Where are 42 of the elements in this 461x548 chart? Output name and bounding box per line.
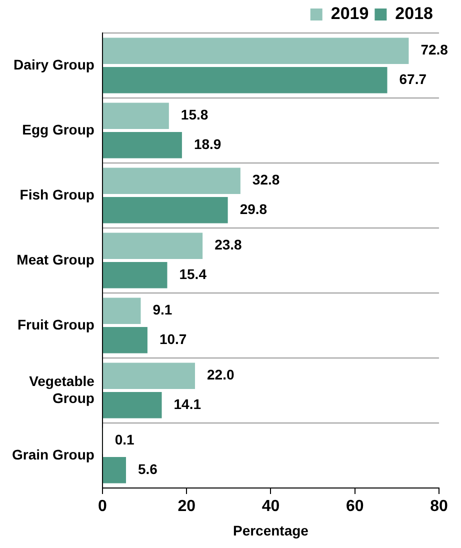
bar: [102, 392, 162, 418]
y-tick-label: Fruit Group: [17, 316, 94, 332]
x-tick-label: 20: [178, 498, 196, 516]
data-label: 15.4: [179, 266, 207, 282]
data-label: 10.7: [159, 330, 187, 347]
bar: [102, 298, 141, 324]
bar: [102, 262, 168, 288]
data-label: 15.8: [180, 106, 208, 123]
bar: [102, 362, 195, 390]
bar: [102, 66, 388, 94]
data-label: 5.6: [138, 460, 158, 477]
data-label: 14.1: [174, 396, 202, 412]
data-label: 32.8: [252, 172, 280, 188]
data-label: 29.8: [240, 200, 268, 217]
y-tick-label: Egg Group: [22, 121, 94, 138]
data-label: 18.9: [194, 136, 222, 152]
x-tick-label: 80: [430, 498, 448, 516]
bar: [102, 102, 169, 130]
data-label: 67.7: [399, 70, 427, 87]
data-label: 23.8: [214, 236, 242, 253]
legend-label: 2018: [395, 4, 434, 24]
y-tick-label: Dairy Group: [14, 56, 94, 72]
y-tick-label: Grain Group: [12, 446, 94, 462]
bar: [102, 38, 409, 64]
bar: [102, 196, 228, 224]
y-tick-label: Fish Group: [20, 186, 94, 202]
data-label: 9.1: [152, 302, 172, 318]
bar: [102, 168, 240, 194]
bar: [102, 456, 126, 484]
y-tick-label: Vegetable Group: [29, 372, 95, 406]
data-label: 22.0: [207, 366, 234, 383]
data-label: 72.8: [420, 42, 448, 58]
bar: [102, 326, 148, 354]
x-tick-label: 0: [98, 498, 107, 516]
bar: [102, 232, 203, 260]
data-label: 0.1: [114, 432, 135, 448]
x-tick-label: 60: [346, 498, 364, 516]
x-axis-title: Percentage: [232, 522, 309, 538]
legend-label: 2019: [330, 4, 369, 24]
x-tick-label: 40: [262, 498, 280, 516]
y-tick-label: Meat Group: [16, 251, 94, 268]
bar: [102, 132, 182, 158]
